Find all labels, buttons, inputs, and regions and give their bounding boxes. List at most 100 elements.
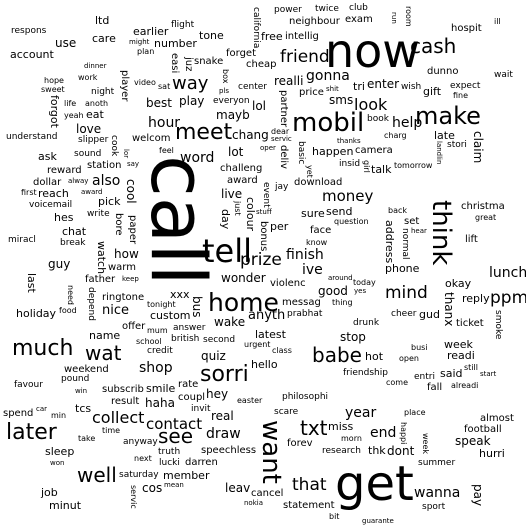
- cloud-word: challeng: [220, 163, 263, 174]
- cloud-word: football: [464, 424, 502, 435]
- cloud-word: want: [256, 420, 286, 484]
- cloud-word: scare: [274, 407, 299, 417]
- cloud-word: need: [66, 285, 75, 305]
- cloud-word: partner: [278, 90, 289, 128]
- cloud-word: alway: [68, 177, 89, 185]
- cloud-word: box: [221, 69, 230, 84]
- cloud-word: anyth: [248, 308, 286, 323]
- cloud-word: watch: [95, 241, 108, 275]
- cloud-word: live: [221, 187, 243, 201]
- cloud-word: ltd: [95, 14, 110, 27]
- cloud-word: depend: [86, 287, 96, 321]
- cloud-word: said: [440, 367, 463, 380]
- cloud-word: friendship: [343, 368, 388, 378]
- cloud-word: mayb: [216, 108, 250, 122]
- cloud-word: eat: [86, 108, 104, 121]
- cloud-word: award: [81, 188, 103, 196]
- cloud-word: almost: [480, 413, 514, 424]
- cloud-word: wait: [494, 70, 513, 80]
- cloud-word: care: [92, 32, 116, 45]
- cloud-word: much: [12, 336, 74, 361]
- cloud-word: shop: [139, 360, 173, 376]
- cloud-word: charg: [384, 131, 407, 140]
- cloud-word: thanks: [337, 137, 361, 145]
- cloud-word: sorri: [200, 362, 249, 387]
- cloud-word: word: [180, 150, 215, 166]
- cloud-word: credit: [147, 346, 173, 356]
- cloud-word: reply: [462, 292, 490, 305]
- cloud-word: feel: [159, 146, 174, 155]
- cloud-word: sat: [158, 82, 171, 91]
- cloud-word: rate: [178, 379, 199, 390]
- cloud-word: oper: [260, 144, 276, 152]
- cloud-word: just: [233, 201, 242, 216]
- cloud-word: twice: [315, 4, 339, 14]
- cloud-word: prize: [240, 250, 282, 270]
- cloud-word: cool: [124, 179, 138, 204]
- cloud-word: readi: [447, 349, 475, 362]
- cloud-word: sure: [301, 207, 325, 220]
- cloud-word: get: [335, 456, 414, 512]
- cloud-word: gud: [419, 308, 440, 321]
- cloud-word: messag: [282, 297, 321, 308]
- cloud-word: great: [475, 213, 497, 222]
- cloud-word: still: [464, 363, 478, 372]
- cloud-word: bore: [113, 213, 124, 236]
- cloud-word: start: [480, 370, 497, 378]
- cloud-word: smile: [146, 382, 176, 395]
- cloud-word: mobil: [292, 108, 365, 138]
- cloud-word: easi: [169, 53, 180, 74]
- cloud-word: break: [60, 238, 86, 248]
- cloud-word: number: [154, 37, 197, 50]
- cloud-word: dollar: [33, 177, 62, 188]
- cloud-word: prabhat: [287, 309, 323, 319]
- cloud-word: dont: [387, 444, 415, 458]
- cloud-word: girl: [362, 160, 371, 173]
- cloud-word: gift: [423, 85, 442, 98]
- cloud-word: take: [78, 434, 96, 443]
- cloud-word: gonna: [306, 68, 350, 84]
- cloud-word: ppm: [490, 288, 526, 308]
- cloud-word: christma: [461, 201, 505, 212]
- cloud-word: second: [203, 335, 236, 345]
- cloud-word: subscrib: [102, 384, 144, 395]
- cloud-word: end: [370, 425, 397, 441]
- cloud-word: wake: [214, 315, 246, 329]
- cloud-word: job: [41, 486, 58, 499]
- cloud-word: flight: [171, 20, 195, 30]
- cloud-word: finish: [286, 247, 324, 263]
- cloud-word: dunno: [427, 66, 459, 77]
- cloud-word: first: [21, 188, 37, 197]
- cloud-word: mum: [147, 326, 168, 335]
- cloud-word: claim: [471, 131, 485, 164]
- cloud-word: ticket: [456, 318, 484, 329]
- cloud-word: center: [238, 82, 267, 92]
- cloud-word: talk: [371, 163, 392, 176]
- cloud-word: xxx: [170, 288, 190, 301]
- cloud-word: wonder: [221, 271, 266, 285]
- cloud-word: drunk: [353, 318, 380, 328]
- cloud-word: lor: [122, 149, 130, 159]
- cloud-word: everyon: [213, 96, 250, 106]
- cloud-word: know: [306, 238, 328, 247]
- cloud-word: use: [55, 36, 77, 50]
- cloud-word: name: [89, 329, 121, 342]
- cloud-word: yet: [305, 165, 314, 178]
- cloud-word: forget: [226, 48, 256, 59]
- cloud-word: snake: [194, 56, 224, 67]
- cloud-word: good: [318, 284, 348, 298]
- cloud-word: neighbour: [289, 16, 340, 27]
- cloud-word: smoke: [493, 310, 503, 340]
- cloud-word: british: [171, 334, 200, 344]
- cloud-word: guy: [48, 257, 71, 271]
- cloud-word: miracl: [8, 235, 36, 245]
- cloud-word: thing: [332, 298, 353, 307]
- cloud-word: voicemail: [29, 200, 73, 210]
- cloud-word: ringtone: [102, 292, 145, 303]
- cloud-word: per: [270, 220, 289, 233]
- cloud-word: txt: [300, 416, 328, 440]
- cloud-word: say: [127, 160, 140, 168]
- cloud-word: time: [102, 426, 121, 435]
- cloud-word: wish: [401, 82, 422, 92]
- cloud-word: question: [334, 217, 369, 226]
